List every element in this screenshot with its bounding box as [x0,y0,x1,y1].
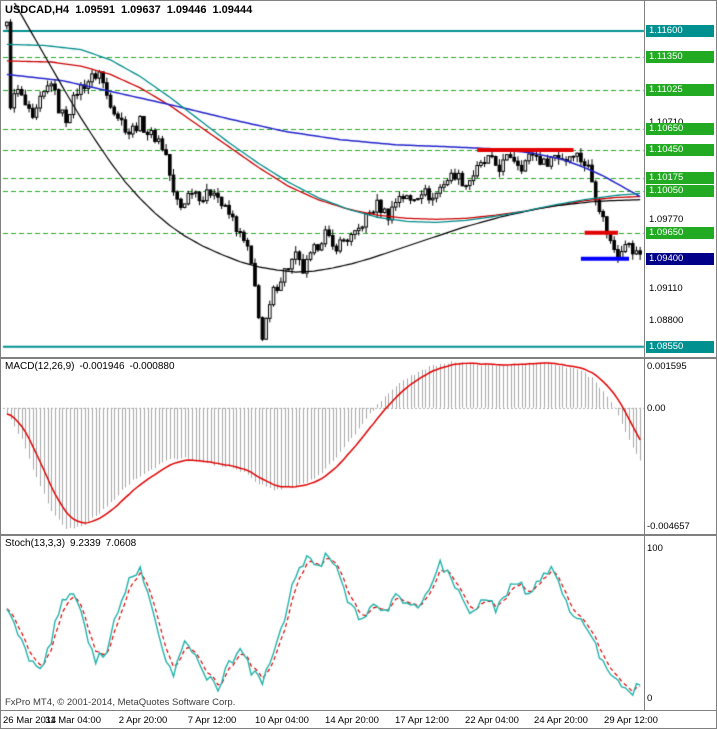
macd-value-signal: -0.000880 [129,361,175,372]
stoch-value-signal: 7.0608 [105,538,137,549]
stoch-value-main: 9.2339 [70,538,101,549]
copyright-text: FxPro MT4, © 2001-2014, MetaQuotes Softw… [5,697,236,708]
macd-value-main: -0.001946 [79,361,125,372]
ohlc-close: 1.09444 [212,4,253,16]
macd-indicator-label: MACD(12,26,9) -0.001946 -0.000880 [5,361,180,372]
ohlc-high: 1.09637 [120,4,161,16]
time-axis-divider [1,710,716,711]
price-scale-divider[interactable] [644,1,645,710]
macd-panel-splitter[interactable] [1,357,716,359]
stoch-panel-splitter[interactable] [1,534,716,536]
macd-name: MACD(12,26,9) [5,361,75,372]
stoch-indicator-label: Stoch(13,3,3) 9.2339 7.0608 [5,538,141,549]
ohlc-low: 1.09446 [166,4,207,16]
ohlc-open: 1.09591 [75,4,115,16]
chart-title: USDCAD,H4 1.09591 1.09637 1.09446 1.09444 [5,4,258,16]
chart-symbol-period: USDCAD,H4 [5,4,70,16]
stoch-name: Stoch(13,3,3) [5,538,66,549]
